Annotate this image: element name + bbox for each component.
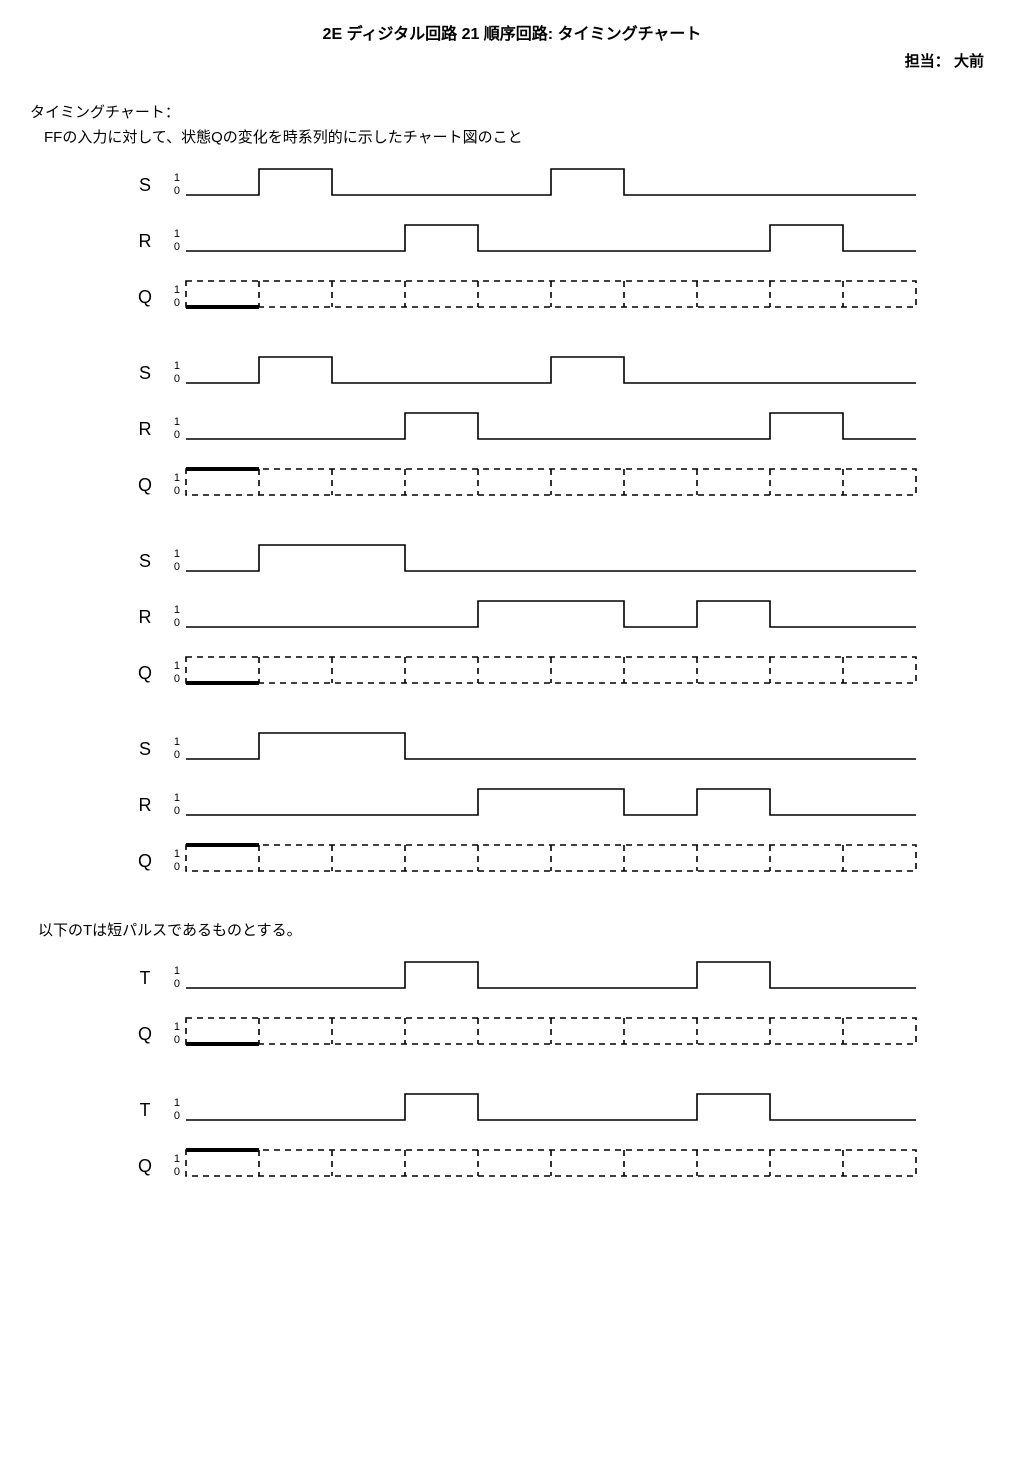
signal-label: S [130,739,160,760]
level-labels: 10 [160,360,180,386]
waveform-svg [184,411,918,443]
waveform-svg [184,1148,918,1180]
waveform [184,467,918,504]
author-name: 大前 [954,53,984,70]
level-labels: 10 [160,172,180,198]
level-labels: 10 [160,416,180,442]
signal-label: Q [130,287,160,308]
level-labels: 10 [160,604,180,630]
waveform-svg [184,1016,918,1048]
author-line: 担当： 大前 [30,50,994,71]
level-labels: 10 [160,284,180,310]
signal-label: S [130,551,160,572]
chart-group: S10R10Q10 [130,167,994,315]
signal-row-t: T10 [130,960,994,996]
waveform-svg [184,960,918,992]
signal-label: Q [130,851,160,872]
level-labels: 10 [160,1153,180,1179]
waveform [184,787,918,824]
signal-row-q: Q10 [130,1016,994,1052]
waveform-svg [184,279,918,311]
waveform-svg [184,223,918,255]
waveform [184,543,918,580]
signal-label: Q [130,475,160,496]
signal-row-r: R10 [130,411,994,447]
level-labels: 10 [160,965,180,991]
sr-chart-groups: S10R10Q10S10R10Q10S10R10Q10S10R10Q10 [30,167,994,879]
signal-label: T [130,968,160,989]
signal-row-q: Q10 [130,467,994,503]
waveform [184,279,918,316]
signal-row-s: S10 [130,731,994,767]
signal-row-s: S10 [130,543,994,579]
waveform-svg [184,355,918,387]
waveform-svg [184,599,918,631]
waveform-svg [184,467,918,499]
t-chart-groups: T10Q10T10Q10 [30,960,994,1184]
level-labels: 10 [160,848,180,874]
waveform [184,167,918,204]
signal-row-r: R10 [130,787,994,823]
signal-label: T [130,1100,160,1121]
level-labels: 10 [160,792,180,818]
signal-label: R [130,795,160,816]
signal-row-q: Q10 [130,279,994,315]
waveform [184,411,918,448]
signal-row-q: Q10 [130,843,994,879]
waveform [184,355,918,392]
waveform [184,1092,918,1129]
waveform [184,843,918,880]
waveform-svg [184,167,918,199]
waveform-svg [184,843,918,875]
level-labels: 10 [160,1021,180,1047]
signal-label: Q [130,1156,160,1177]
author-label: 担当： [905,53,950,70]
waveform [184,731,918,768]
signal-row-t: T10 [130,1092,994,1128]
chart-group: T10Q10 [130,1092,994,1184]
signal-label: Q [130,1024,160,1045]
page-title: 2E ディジタル回路 21 順序回路: タイミングチャート [30,20,994,44]
waveform [184,1148,918,1185]
waveform [184,1016,918,1053]
waveform [184,655,918,692]
note-text: 以下のTは短パルスであるものとする。 [38,919,994,940]
level-labels: 10 [160,736,180,762]
signal-row-q: Q10 [130,655,994,691]
waveform-svg [184,543,918,575]
signal-row-r: R10 [130,599,994,635]
signal-row-s: S10 [130,355,994,391]
chart-group: T10Q10 [130,960,994,1052]
waveform-svg [184,1092,918,1124]
level-labels: 10 [160,472,180,498]
waveform [184,960,918,997]
signal-label: R [130,419,160,440]
signal-row-q: Q10 [130,1148,994,1184]
chart-group: S10R10Q10 [130,355,994,503]
waveform-svg [184,787,918,819]
section-heading: タイミングチャート： [30,101,994,122]
level-labels: 10 [160,660,180,686]
signal-label: S [130,175,160,196]
waveform [184,599,918,636]
signal-label: R [130,607,160,628]
signal-row-s: S10 [130,167,994,203]
chart-group: S10R10Q10 [130,731,994,879]
signal-label: S [130,363,160,384]
level-labels: 10 [160,228,180,254]
waveform-svg [184,731,918,763]
level-labels: 10 [160,1097,180,1123]
waveform-svg [184,655,918,687]
signal-label: R [130,231,160,252]
signal-label: Q [130,663,160,684]
waveform [184,223,918,260]
signal-row-r: R10 [130,223,994,259]
chart-group: S10R10Q10 [130,543,994,691]
section-description: FFの入力に対して、状態Qの変化を時系列的に示したチャート図のこと [44,126,994,147]
level-labels: 10 [160,548,180,574]
